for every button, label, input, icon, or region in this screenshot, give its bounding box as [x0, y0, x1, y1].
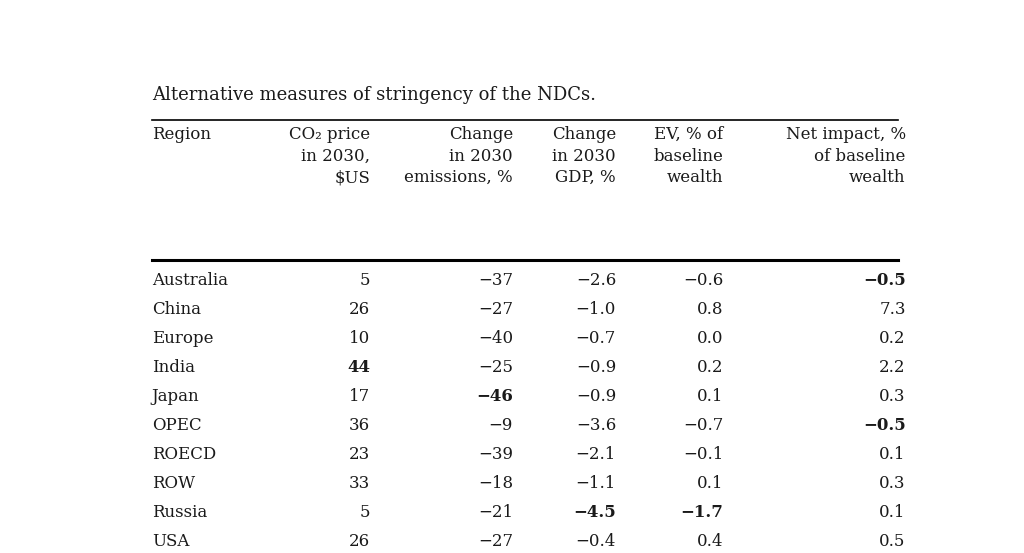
Text: −21: −21	[478, 504, 513, 521]
Text: 0.2: 0.2	[696, 359, 723, 376]
Text: −2.6: −2.6	[575, 272, 616, 289]
Text: −0.7: −0.7	[575, 330, 616, 347]
Text: −27: −27	[478, 533, 513, 550]
Text: 0.4: 0.4	[696, 533, 723, 550]
Text: Net impact, %
of baseline
wealth: Net impact, % of baseline wealth	[785, 126, 905, 186]
Text: −18: −18	[478, 474, 513, 492]
Text: Change
in 2030
emissions, %: Change in 2030 emissions, %	[404, 126, 513, 186]
Text: 36: 36	[349, 417, 370, 434]
Text: −40: −40	[478, 330, 513, 347]
Text: −2.1: −2.1	[575, 446, 616, 463]
Text: −1.7: −1.7	[680, 504, 723, 521]
Text: 0.8: 0.8	[696, 301, 723, 318]
Text: 23: 23	[349, 446, 370, 463]
Text: −37: −37	[478, 272, 513, 289]
Text: −0.5: −0.5	[863, 272, 905, 289]
Text: 5: 5	[359, 272, 370, 289]
Text: 2.2: 2.2	[880, 359, 905, 376]
Text: −9: −9	[488, 417, 513, 434]
Text: −0.5: −0.5	[863, 417, 905, 434]
Text: 44: 44	[347, 359, 370, 376]
Text: −46: −46	[476, 388, 513, 405]
Text: −39: −39	[478, 446, 513, 463]
Text: −1.0: −1.0	[575, 301, 616, 318]
Text: India: India	[152, 359, 195, 376]
Text: −0.1: −0.1	[683, 446, 723, 463]
Text: −0.7: −0.7	[683, 417, 723, 434]
Text: −0.9: −0.9	[575, 359, 616, 376]
Text: 0.1: 0.1	[696, 474, 723, 492]
Text: Change
in 2030
GDP, %: Change in 2030 GDP, %	[552, 126, 616, 186]
Text: 0.0: 0.0	[696, 330, 723, 347]
Text: −4.5: −4.5	[573, 504, 616, 521]
Text: China: China	[152, 301, 201, 318]
Text: −0.6: −0.6	[683, 272, 723, 289]
Text: 0.3: 0.3	[880, 388, 905, 405]
Text: −0.4: −0.4	[575, 533, 616, 550]
Text: 33: 33	[349, 474, 370, 492]
Text: 10: 10	[349, 330, 370, 347]
Text: 0.1: 0.1	[696, 388, 723, 405]
Text: 7.3: 7.3	[880, 301, 905, 318]
Text: 0.1: 0.1	[880, 446, 905, 463]
Text: 26: 26	[349, 533, 370, 550]
Text: Alternative measures of stringency of the NDCs.: Alternative measures of stringency of th…	[152, 86, 596, 103]
Text: 0.1: 0.1	[880, 504, 905, 521]
Text: Russia: Russia	[152, 504, 207, 521]
Text: 5: 5	[359, 504, 370, 521]
Text: −1.1: −1.1	[575, 474, 616, 492]
Text: CO₂ price
in 2030,
$US: CO₂ price in 2030, $US	[289, 126, 370, 186]
Text: USA: USA	[152, 533, 189, 550]
Text: 26: 26	[349, 301, 370, 318]
Text: Region: Region	[152, 126, 211, 143]
Text: Europe: Europe	[152, 330, 213, 347]
Text: Australia: Australia	[152, 272, 227, 289]
Text: EV, % of
baseline
wealth: EV, % of baseline wealth	[653, 126, 723, 186]
Text: −27: −27	[478, 301, 513, 318]
Text: ROW: ROW	[152, 474, 195, 492]
Text: ROECD: ROECD	[152, 446, 216, 463]
Text: −0.9: −0.9	[575, 388, 616, 405]
Text: 17: 17	[349, 388, 370, 405]
Text: Japan: Japan	[152, 388, 200, 405]
Text: −3.6: −3.6	[575, 417, 616, 434]
Text: OPEC: OPEC	[152, 417, 202, 434]
Text: 0.5: 0.5	[880, 533, 905, 550]
Text: −25: −25	[478, 359, 513, 376]
Text: 0.3: 0.3	[880, 474, 905, 492]
Text: 0.2: 0.2	[880, 330, 905, 347]
